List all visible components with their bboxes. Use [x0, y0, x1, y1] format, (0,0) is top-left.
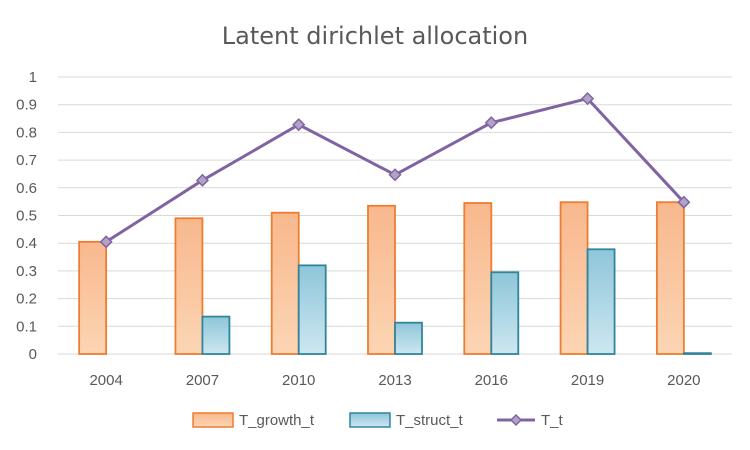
- bars: [78, 201, 712, 355]
- x-axis-ticks: 2004 2007 2010 2013 2016 2019 2020: [89, 372, 700, 389]
- line-point-marker: [388, 168, 402, 182]
- y-axis-ticks: 0 0.1 0.2 0.3 0.4 0.5 0.6 0.7 0.8 0.9 1: [16, 69, 37, 363]
- legend-item: T_struct_t: [349, 412, 464, 429]
- legend-marker: [509, 413, 523, 427]
- line-point-marker: [195, 173, 209, 187]
- line-point-marker: [581, 92, 595, 106]
- x-tick-label: 2007: [186, 372, 219, 389]
- legend-swatch: [349, 412, 391, 428]
- bar-t-struct-t: [394, 321, 423, 355]
- bar-t-struct-t: [490, 271, 520, 355]
- y-tick-label: 0.9: [16, 97, 37, 114]
- x-tick-label: 2016: [475, 372, 508, 389]
- chart-title: Latent dirichlet allocation: [222, 22, 528, 50]
- bar-t-growth-t: [463, 202, 493, 355]
- y-tick-label: 0.8: [16, 124, 37, 141]
- legend-label: T_growth_t: [239, 412, 315, 429]
- x-tick-label: 2004: [89, 372, 122, 389]
- x-tick-label: 2010: [282, 372, 315, 389]
- x-tick-label: 2019: [571, 372, 604, 389]
- bar-t-growth-t: [655, 201, 685, 355]
- legend-item: T_growth_t: [192, 412, 315, 429]
- legend: T_growth_t T_struct_t T_t: [192, 412, 564, 429]
- bar-t-struct-t: [586, 248, 616, 355]
- line-point-marker: [292, 118, 306, 132]
- line-point-marker: [484, 116, 498, 130]
- x-tick-label: 2020: [667, 372, 700, 389]
- y-tick-label: 0.4: [16, 235, 37, 252]
- bar-t-growth-t: [367, 204, 396, 355]
- bar-t-struct-t: [201, 315, 231, 355]
- y-tick-label: 0.2: [16, 291, 37, 308]
- y-tick-label: 0.1: [16, 318, 37, 335]
- bar-t-growth-t: [559, 201, 589, 355]
- bar-t-growth-t: [78, 240, 108, 355]
- bar-t-struct-t: [297, 264, 327, 355]
- legend-item: T_t: [497, 412, 564, 429]
- line-point-marker: [677, 195, 691, 209]
- bar-t-growth-t: [174, 217, 204, 355]
- y-tick-label: 0.5: [16, 208, 37, 225]
- legend-swatch: [192, 412, 234, 428]
- y-tick-label: 0.3: [16, 263, 37, 280]
- legend-label: T_t: [541, 412, 564, 429]
- bar-t-struct-t: [682, 352, 712, 355]
- x-tick-label: 2013: [378, 372, 411, 389]
- bar-t-growth-t: [270, 211, 300, 355]
- y-tick-label: 0.7: [16, 152, 37, 169]
- line-series: [99, 92, 691, 249]
- line-point-marker: [99, 235, 113, 249]
- y-tick-label: 0: [29, 346, 37, 363]
- legend-label: T_struct_t: [396, 412, 464, 429]
- y-tick-label: 0.6: [16, 180, 37, 197]
- y-tick-label: 1: [29, 69, 37, 86]
